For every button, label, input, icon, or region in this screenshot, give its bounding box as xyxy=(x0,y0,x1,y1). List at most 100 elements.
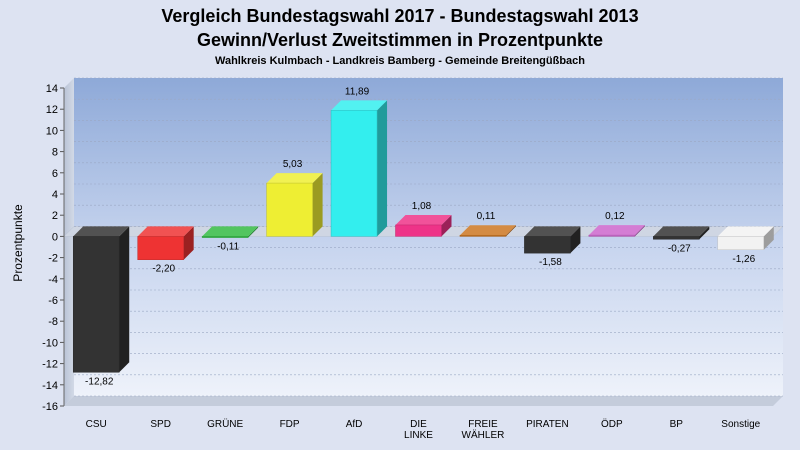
bar-front xyxy=(588,234,636,237)
y-tick-label: -12 xyxy=(42,359,58,371)
category-label-line: GRÜNE xyxy=(207,418,243,430)
data-label: -2,20 xyxy=(152,264,175,275)
bar-top xyxy=(73,226,130,237)
y-tick-label: -14 xyxy=(42,380,58,392)
bar-side xyxy=(312,173,323,237)
data-label: -0,27 xyxy=(668,243,691,254)
bar-top xyxy=(137,226,194,237)
category-label: FREIE WÄHLER xyxy=(462,419,505,441)
y-axis-ticks: 14 12 10 8 6 4 2 0 -2 -4 -6 -8 -10 -12 -14 -16 xyxy=(42,83,65,413)
data-label: 5,03 xyxy=(283,159,303,170)
bar xyxy=(717,226,774,251)
category-label: AfD xyxy=(346,419,363,430)
plot-floor xyxy=(64,396,783,406)
bar-front xyxy=(459,234,507,237)
bar-front xyxy=(717,236,765,251)
data-label: -12,82 xyxy=(85,376,114,387)
y-tick-label: 10 xyxy=(46,125,58,137)
bar-side xyxy=(119,226,130,373)
bar xyxy=(395,214,452,237)
category-label: DIE LINKE xyxy=(404,419,433,441)
category-label-line: CSU xyxy=(86,419,107,430)
data-labels: -12,82 -2,20 -0,11 5,03 11,89 1,08 0,11 -1,58 0,… xyxy=(85,86,756,387)
bar-front xyxy=(72,236,120,373)
bar-top xyxy=(331,100,388,111)
bar-front xyxy=(330,110,378,237)
chart-caption: Wahlkreis Kulmbach - Landkreis Bamberg -… xyxy=(215,55,585,67)
bar-front xyxy=(266,182,313,237)
category-label: PIRATEN xyxy=(526,419,569,430)
category-label: SPD xyxy=(150,419,171,430)
bar-side xyxy=(763,226,774,250)
y-tick-label: -6 xyxy=(48,295,58,307)
category-label-line: LINKE xyxy=(404,430,433,441)
category-label-line: FREIE xyxy=(468,419,498,430)
y-tick-label: 4 xyxy=(52,189,58,201)
y-tick-label: 0 xyxy=(52,231,58,243)
y-tick-label: 14 xyxy=(46,83,58,95)
category-label: ÖDP xyxy=(601,418,623,430)
y-tick-label: 8 xyxy=(52,147,58,159)
bar-top xyxy=(395,214,452,225)
bar-side xyxy=(570,226,581,254)
category-label-line: Sonstige xyxy=(721,419,760,430)
bar-top xyxy=(459,225,516,236)
bar-front xyxy=(395,224,442,237)
bar-side xyxy=(634,225,645,237)
bar-top xyxy=(653,226,710,237)
bar xyxy=(653,226,710,240)
category-label-line: SPD xyxy=(150,419,171,430)
chart-title: Vergleich Bundestagswahl 2017 - Bundesta… xyxy=(161,6,638,26)
bar-side xyxy=(377,100,388,237)
category-label-line: ÖDP xyxy=(601,418,623,430)
y-tick-label: 2 xyxy=(52,210,58,222)
category-label: BP xyxy=(670,419,684,430)
bar-front xyxy=(201,236,249,238)
data-label: -1,58 xyxy=(539,257,562,268)
bar-top xyxy=(588,225,645,236)
plot-side-wall xyxy=(64,78,74,406)
y-tick-label: 6 xyxy=(52,168,58,180)
data-label: 11,89 xyxy=(345,86,370,97)
bar xyxy=(201,226,259,238)
y-tick-label: -4 xyxy=(48,274,58,286)
bar-top xyxy=(524,226,581,237)
data-label: 1,08 xyxy=(412,201,432,212)
y-tick-label: -10 xyxy=(42,337,58,349)
bar xyxy=(266,173,323,237)
bar-top xyxy=(266,173,323,184)
bar-side xyxy=(505,225,516,237)
data-label: -0,11 xyxy=(217,242,239,253)
category-label: Sonstige xyxy=(721,419,760,430)
category-label-line: DIE xyxy=(410,419,427,430)
y-tick-label: 12 xyxy=(46,104,58,116)
bar-side xyxy=(248,226,259,238)
category-label-line: FDP xyxy=(280,419,300,430)
chart-subtitle: Gewinn/Verlust Zweitstimmen in Prozentpu… xyxy=(197,30,603,50)
bar-top xyxy=(202,226,259,237)
bar-front xyxy=(653,236,700,240)
y-axis-label: Prozentpunkte xyxy=(11,204,25,282)
category-label-line: PIRATEN xyxy=(526,419,569,430)
bar xyxy=(524,226,581,254)
bar xyxy=(330,100,388,237)
bar-side xyxy=(441,214,452,237)
bar-front xyxy=(524,236,571,254)
bar xyxy=(137,226,194,260)
category-label: FDP xyxy=(280,419,300,430)
category-labels: CSU SPD GRÜNE FDP AfD DIE LINKE FREIE WÄHLER PIRA… xyxy=(86,418,761,441)
category-label: CSU xyxy=(86,419,107,430)
bar-top xyxy=(717,226,774,237)
bar-front xyxy=(137,236,184,260)
category-label-line: BP xyxy=(670,419,684,430)
y-tick-label: -16 xyxy=(42,401,58,413)
data-label: 0,12 xyxy=(605,211,625,222)
bar xyxy=(588,225,645,237)
category-label: GRÜNE xyxy=(207,418,243,430)
bars xyxy=(72,100,774,373)
bar xyxy=(459,225,516,237)
bar xyxy=(72,226,130,373)
category-label-line: WÄHLER xyxy=(462,429,505,441)
